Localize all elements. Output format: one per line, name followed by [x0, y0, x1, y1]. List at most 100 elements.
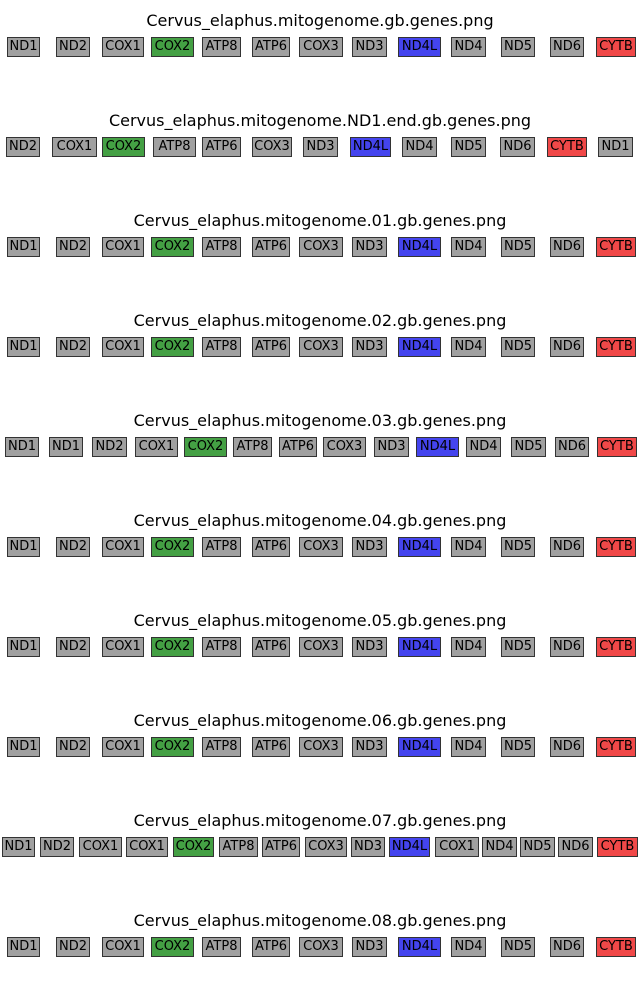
gene-box-cox1: COX1 [102, 537, 144, 557]
gene-box-nd2: ND2 [56, 637, 90, 657]
gene-box-cox3: COX3 [252, 137, 292, 157]
track-title: Cervus_elaphus.mitogenome.02.gb.genes.pn… [133, 311, 507, 330]
gene-box-nd5: ND5 [501, 537, 535, 557]
gene-box-nd3: ND3 [352, 237, 387, 257]
gene-box-nd5: ND5 [501, 337, 535, 357]
gene-box-cox3: COX3 [323, 437, 366, 457]
gene-box-nd4: ND4 [451, 237, 486, 257]
gene-box-cox3: COX3 [299, 237, 343, 257]
gene-box-nd2: ND2 [56, 37, 90, 57]
gene-box-nd4: ND4 [451, 337, 486, 357]
gene-box-nd1: ND1 [7, 237, 40, 257]
gene-box-atp8: ATP8 [202, 737, 241, 757]
gene-box-nd1: ND1 [7, 537, 40, 557]
gene-box-nd4: ND4 [451, 937, 486, 957]
gene-box-nd3: ND3 [352, 537, 387, 557]
gene-box-cox2: COX2 [102, 137, 145, 157]
gene-box-atp8: ATP8 [202, 637, 241, 657]
gene-box-nd3: ND3 [352, 937, 387, 957]
gene-row: ND1 ND2 COX1 COX2 ATP8 ATP6 COX3 ND3 ND4L ND4 ND5 N… [0, 737, 640, 757]
gene-box-nd4: ND4 [402, 137, 437, 157]
gene-box-nd6: ND6 [550, 237, 584, 257]
gene-box-atp6: ATP6 [252, 37, 290, 57]
gene-box-nd3: ND3 [352, 737, 387, 757]
gene-box-atp8: ATP8 [233, 437, 272, 457]
track-title: Cervus_elaphus.mitogenome.03.gb.genes.pn… [133, 411, 507, 430]
gene-box-cytb: CYTB [596, 237, 636, 257]
gene-box-nd6: ND6 [550, 337, 584, 357]
gene-track: Cervus_elaphus.mitogenome.07.gb.genes.pn… [0, 811, 640, 871]
gene-box-nd2: ND2 [40, 837, 74, 857]
gene-row: ND1 ND2 COX1 COX1 COX2 ATP8 ATP6 COX3 ND3 ND4L COX… [0, 837, 640, 857]
gene-box-nd4l: ND4L [350, 137, 391, 157]
gene-row: ND1 ND1 ND2 COX1 COX2 ATP8 ATP6 COX3 ND3 ND4L ND4 N… [0, 437, 640, 457]
gene-box-nd6: ND6 [555, 437, 589, 457]
gene-box-atp6: ATP6 [252, 337, 290, 357]
gene-box-cytb: CYTB [596, 737, 636, 757]
gene-box-cox1: COX1 [102, 337, 144, 357]
gene-box-atp8: ATP8 [202, 537, 241, 557]
gene-box-cox1: COX1 [135, 437, 178, 457]
gene-box-cytb: CYTB [596, 937, 636, 957]
gene-box-cox1: COX1 [52, 137, 97, 157]
gene-track: Cervus_elaphus.mitogenome.04.gb.genes.pn… [0, 511, 640, 571]
gene-box-atp6: ATP6 [252, 737, 290, 757]
gene-box-nd3: ND3 [374, 437, 409, 457]
gene-row: ND1 ND2 COX1 COX2 ATP8 ATP6 COX3 ND3 ND4L ND4 ND5 N… [0, 337, 640, 357]
gene-box-atp6: ATP6 [279, 437, 317, 457]
gene-box-cox2: COX2 [151, 637, 194, 657]
gene-box-atp8: ATP8 [202, 37, 241, 57]
gene-box-cox2: COX2 [151, 737, 194, 757]
gene-box-cytb: CYTB [596, 637, 636, 657]
gene-box-nd4l: ND4L [398, 37, 441, 57]
gene-box-nd4l: ND4L [398, 737, 441, 757]
gene-box-nd6: ND6 [550, 937, 584, 957]
gene-box-nd5: ND5 [501, 737, 535, 757]
gene-box-nd4: ND4 [451, 637, 486, 657]
gene-box-atp8: ATP8 [202, 337, 241, 357]
gene-box-nd5: ND5 [511, 437, 546, 457]
gene-box-nd5: ND5 [501, 937, 535, 957]
gene-box-nd6: ND6 [550, 537, 584, 557]
gene-box-cytb: CYTB [596, 337, 636, 357]
gene-box-atp8: ATP8 [202, 237, 241, 257]
gene-track: Cervus_elaphus.mitogenome.02.gb.genes.pn… [0, 311, 640, 371]
gene-box-cytb: CYTB [597, 437, 637, 457]
gene-box-cox2: COX2 [151, 537, 194, 557]
track-title: Cervus_elaphus.mitogenome.04.gb.genes.pn… [133, 511, 507, 530]
gene-box-nd1: ND1 [5, 437, 39, 457]
gene-row: ND1 ND2 COX1 COX2 ATP8 ATP6 COX3 ND3 ND4L ND4 ND5 N… [0, 537, 640, 557]
gene-box-cox3: COX3 [299, 737, 343, 757]
gene-box-nd4: ND4 [451, 737, 486, 757]
gene-box-nd2: ND2 [56, 737, 90, 757]
gene-box-atp6: ATP6 [252, 637, 290, 657]
gene-box-nd5: ND5 [501, 37, 535, 57]
gene-box-atp8: ATP8 [219, 837, 258, 857]
gene-box-nd1: ND1 [2, 837, 35, 857]
gene-box-nd6: ND6 [558, 837, 593, 857]
gene-box-cox1: COX1 [126, 837, 168, 857]
gene-box-nd2: ND2 [92, 437, 127, 457]
gene-box-nd1: ND1 [7, 337, 40, 357]
gene-box-cox1: COX1 [102, 37, 144, 57]
gene-box-nd1: ND1 [7, 37, 40, 57]
gene-box-cox3: COX3 [299, 537, 343, 557]
gene-box-nd2: ND2 [6, 137, 40, 157]
gene-box-nd2: ND2 [56, 337, 90, 357]
gene-track: Cervus_elaphus.mitogenome.08.gb.genes.pn… [0, 911, 640, 971]
track-title: Cervus_elaphus.mitogenome.06.gb.genes.pn… [133, 711, 507, 730]
gene-box-atp6: ATP6 [252, 537, 290, 557]
gene-box-cox3: COX3 [299, 937, 343, 957]
gene-box-nd4: ND4 [482, 837, 517, 857]
gene-box-cox3: COX3 [299, 37, 343, 57]
gene-box-nd4l: ND4L [398, 637, 441, 657]
gene-box-nd4: ND4 [451, 37, 486, 57]
gene-box-nd4l: ND4L [398, 937, 441, 957]
gene-box-cox1: COX1 [102, 737, 144, 757]
gene-row: ND1 ND2 COX1 COX2 ATP8 ATP6 COX3 ND3 ND4L ND4 ND5 N… [0, 237, 640, 257]
gene-box-nd5: ND5 [520, 837, 555, 857]
gene-box-nd2: ND2 [56, 537, 90, 557]
gene-box-nd1: ND1 [598, 137, 633, 157]
gene-box-nd5: ND5 [501, 637, 535, 657]
